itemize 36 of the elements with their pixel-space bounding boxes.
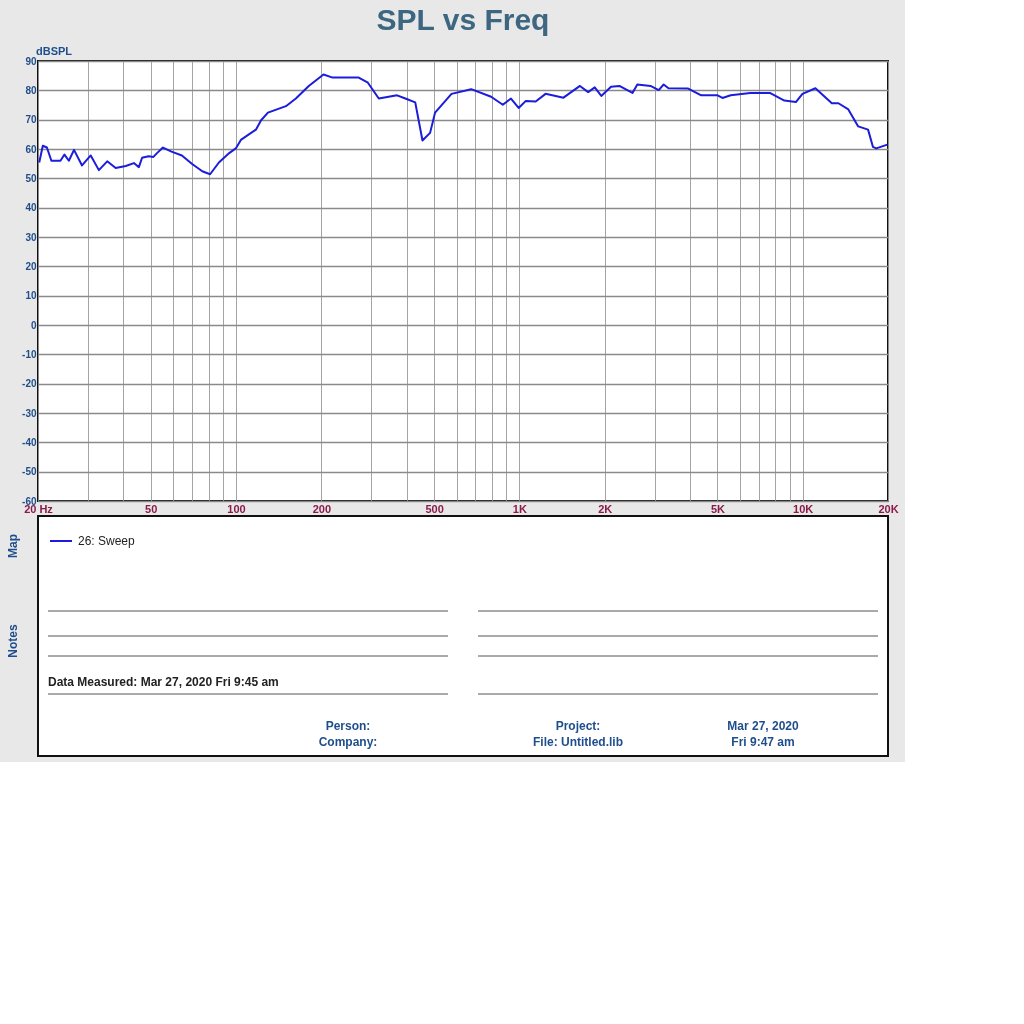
x-tick-label: 500: [425, 502, 444, 515]
y-tick-label: 30: [25, 231, 37, 243]
x-tick-label: 20K: [878, 502, 899, 515]
y-tick-label: -40: [22, 436, 37, 448]
y-tick-label: 40: [25, 202, 37, 214]
text: Person:: [325, 719, 371, 733]
y-tick-label: 10: [25, 290, 37, 302]
text: File: Untitled.lib: [533, 735, 623, 749]
x-tick-label: 200: [312, 502, 332, 515]
text: Notes: [6, 624, 20, 658]
chart-title: SPL vs Freq: [376, 3, 550, 36]
text: Map: [6, 534, 20, 558]
legend-label: 26: Sweep: [78, 534, 136, 548]
text: Fri 9:47 am: [731, 735, 795, 749]
y-tick-label: -10: [22, 348, 37, 360]
text: Mar 27, 2020: [727, 719, 800, 733]
x-tick-label: 100: [227, 502, 246, 515]
y-tick-label: 60: [25, 143, 37, 155]
text: Company:: [318, 735, 378, 749]
x-tick-label: 2K: [598, 502, 613, 515]
text: Data Measured: Mar 27, 2020 Fri 9:45 am: [48, 675, 279, 689]
x-tick-label: 1K: [512, 502, 527, 515]
x-tick-label: 5K: [710, 502, 725, 515]
y-tick-label: 70: [25, 114, 37, 126]
text: Project:: [555, 719, 601, 733]
y-tick-label: -50: [22, 466, 37, 478]
y-tick-label: 0: [30, 319, 37, 331]
y-tick-label: 80: [25, 84, 37, 96]
y-tick-label: 20: [25, 260, 37, 272]
y-tick-label: 90: [25, 55, 37, 67]
x-tick-label: 10K: [793, 502, 814, 515]
y-tick-label: 50: [25, 172, 37, 184]
x-tick-label: 50: [145, 502, 158, 515]
y-tick-label: -20: [22, 378, 37, 390]
y-axis-title: dBSPL: [36, 45, 73, 57]
y-tick-label: -30: [22, 407, 37, 419]
